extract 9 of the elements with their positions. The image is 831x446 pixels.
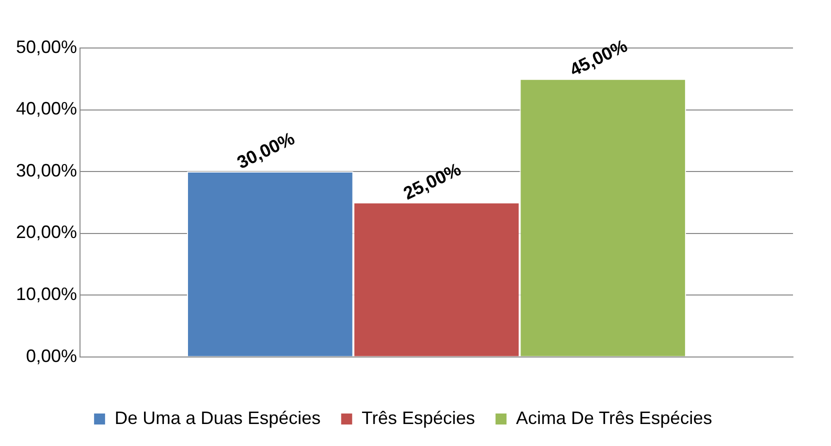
y-tick-label: 40,00% bbox=[16, 98, 78, 119]
y-tick-label: 10,00% bbox=[16, 284, 78, 304]
legend-label: Três Espécies bbox=[362, 408, 476, 428]
legend-label: De Uma a Duas Espécies bbox=[114, 408, 321, 428]
y-tick-label: 20,00% bbox=[16, 222, 78, 242]
y-tick-label: 0,00% bbox=[26, 346, 78, 366]
y-tick-label: 50,00% bbox=[16, 36, 78, 57]
y-tick-label: 30,00% bbox=[16, 160, 78, 180]
legend-label: Acima De Três Espécies bbox=[516, 408, 712, 428]
